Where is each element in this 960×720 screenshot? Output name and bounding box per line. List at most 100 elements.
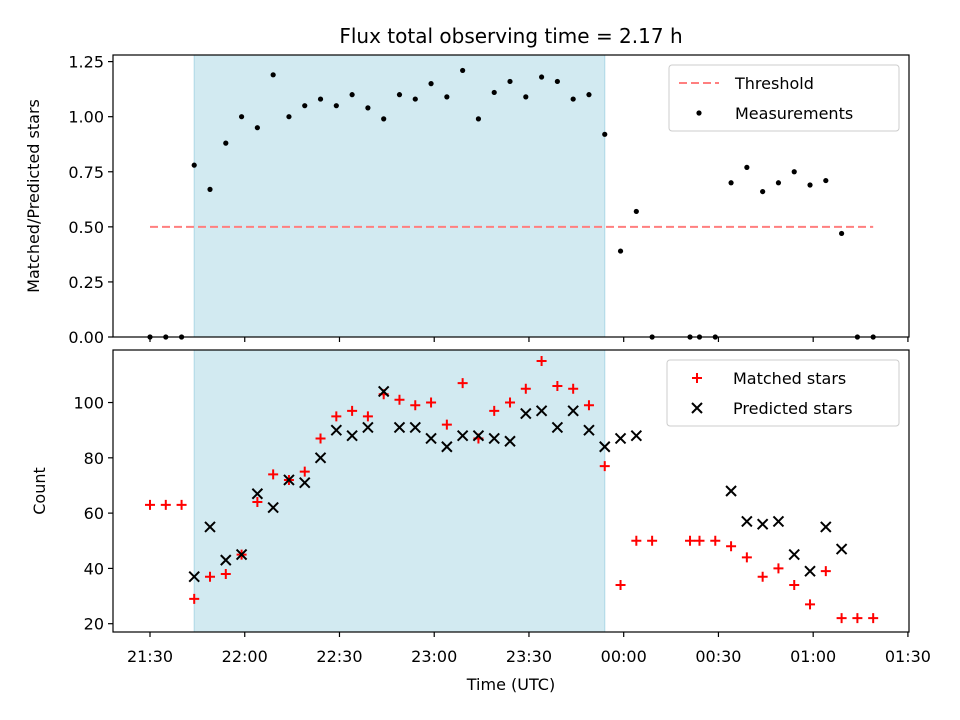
measurement-point [349, 92, 355, 98]
predicted-star-point [362, 421, 374, 434]
legend: Threshold Measurements [668, 64, 900, 132]
measurement-point [554, 78, 560, 85]
x-tick-label: 00:00 [601, 647, 647, 666]
matched-star-point [757, 571, 768, 582]
measurement-point [807, 182, 813, 188]
predicted-star-point [409, 421, 421, 434]
predicted-star-point [204, 521, 216, 533]
matched-star-point [347, 405, 358, 416]
matched-star-point [176, 499, 187, 510]
matched-star-point [726, 541, 737, 552]
axes-frame [112, 349, 910, 633]
measurement-point [317, 96, 324, 102]
measurement-point [523, 94, 529, 100]
predicted-star-point [520, 407, 532, 420]
legend-item: Predicted stars [691, 399, 853, 418]
predicted-star-point [251, 488, 264, 500]
predicted-star-point [835, 543, 848, 555]
predicted-star-point [804, 565, 816, 577]
matched-star-point [836, 613, 847, 624]
count-plot: 20 40 60 80 100 21:30 22:00 22:30 23:00 23:30 00:0… [30, 349, 931, 694]
predicted-star-point [551, 421, 564, 434]
measurement-point [538, 74, 545, 80]
matched-star-point [457, 378, 468, 389]
predicted-star-point [330, 424, 343, 436]
predicted-star-point [283, 474, 295, 486]
y-tick-label: 60 [84, 504, 104, 523]
matched-star-point [868, 613, 879, 624]
y-tick-label: 1.25 [68, 53, 104, 72]
predicted-star-point [299, 476, 311, 489]
y-axis-label: Matched/Predicted stars [24, 99, 43, 293]
y-tick-label: 0.25 [68, 273, 104, 292]
measurement-point [728, 180, 734, 186]
measurement-point [444, 94, 450, 100]
predicted-star-point [788, 548, 800, 561]
matched-star-point [615, 580, 626, 590]
x-tick-label: 23:30 [506, 647, 552, 666]
measurement-point [586, 92, 592, 98]
measurement-point [286, 114, 292, 120]
legend-label: Matched stars [733, 369, 846, 388]
matched-star-point [852, 613, 863, 624]
predicted-star-point [314, 452, 327, 464]
predicted-star-point [377, 385, 390, 398]
legend-item: Threshold [679, 74, 814, 93]
y-tick-label: 1.00 [68, 108, 104, 127]
measurement-point [396, 92, 403, 98]
legend-marker [691, 402, 703, 414]
legend: Matched stars Predicted stars [666, 359, 900, 427]
matched-star-point [694, 535, 705, 546]
predicted-star-point [267, 501, 279, 514]
x-axis-label: Time (UTC) [466, 675, 555, 694]
measurement-point [617, 248, 624, 254]
matched-star-point [520, 383, 531, 394]
matched-star-point [536, 356, 547, 367]
x-tick-label: 01:30 [885, 647, 931, 666]
x-tick-label: 00:30 [695, 647, 741, 666]
y-tick-label: 100 [73, 394, 104, 413]
matched-star-point [505, 397, 516, 408]
observing-window-span [193, 54, 606, 338]
matched-star-point [145, 499, 155, 510]
x-tick-label: 21:30 [127, 647, 173, 666]
y-tick-label: 40 [84, 559, 104, 578]
measurement-point [207, 186, 213, 192]
predicted-star-point [741, 515, 753, 528]
matched-star-point [773, 563, 784, 574]
x-tick-label: 01:00 [790, 647, 836, 666]
predicted-star-point [472, 429, 485, 442]
legend-marker [692, 373, 702, 383]
matched-star-point [741, 552, 752, 563]
legend-label: Measurements [735, 104, 853, 123]
matched-star-point [331, 411, 342, 422]
predicted-star-point [425, 432, 437, 445]
x-tick-label: 23:00 [411, 647, 457, 666]
measurement-point [775, 180, 782, 186]
predicted-star-point [583, 424, 595, 436]
predicted-star-point [346, 429, 358, 442]
matched-star-point [426, 397, 437, 408]
matched-star-point [441, 419, 452, 430]
y-tick-label: 0.00 [68, 328, 104, 347]
matched-star-point [394, 394, 405, 405]
measurement-point [191, 162, 197, 168]
predicted-star-point [772, 515, 785, 528]
x-tick-label: 22:30 [316, 647, 362, 666]
axes-frame [112, 54, 910, 338]
matched-star-point [710, 535, 721, 546]
measurement-point [238, 114, 245, 120]
predicted-star-point [820, 521, 832, 533]
measurement-point [302, 103, 308, 109]
predicted-star-point [756, 518, 769, 530]
measurement-point [412, 96, 418, 102]
measurement-point [223, 140, 229, 146]
legend-label: Predicted stars [733, 399, 853, 418]
y-tick-label: 0.50 [68, 218, 104, 237]
matched-star-point [205, 571, 216, 582]
matched-star-point [568, 383, 579, 394]
measurement-point [381, 116, 387, 122]
measurement-point [602, 131, 608, 137]
ratio-plot: 0.00 0.25 0.50 0.75 1.00 1.25 Matched/Predicte… [24, 53, 910, 347]
